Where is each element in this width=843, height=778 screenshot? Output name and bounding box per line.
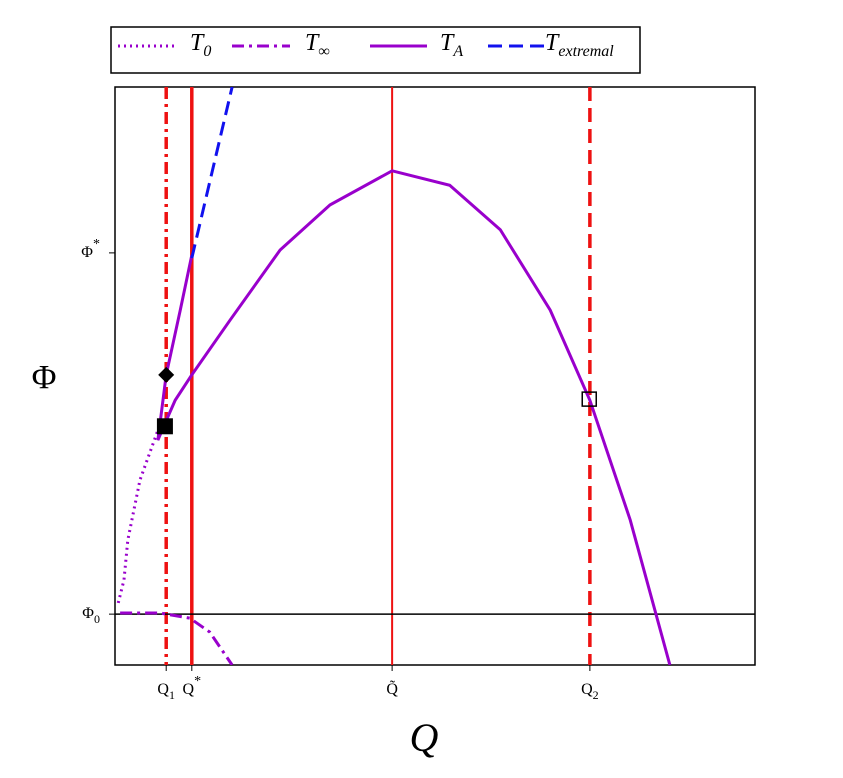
legend-label: TA <box>440 30 463 60</box>
legend-label: T∞ <box>305 30 330 60</box>
marker <box>581 391 597 407</box>
series-line <box>156 169 672 665</box>
x-tick-label: Q* <box>183 674 202 697</box>
y-axis-label: Φ <box>32 359 57 396</box>
marker <box>156 418 173 435</box>
y-tick-label: Φ* <box>81 237 100 260</box>
series-line <box>116 431 159 604</box>
x-axis-label: Q <box>410 715 439 760</box>
x-tick-label: Q1 <box>157 681 175 702</box>
series-line <box>120 611 234 665</box>
x-tick-label: Q̃ <box>386 679 398 697</box>
plot-frame <box>114 86 756 666</box>
x-tick-label: Q2 <box>581 681 599 702</box>
series-line <box>190 87 234 259</box>
legend-label: Textremal <box>545 30 614 60</box>
legend-box <box>110 26 641 74</box>
legend-label: T0 <box>190 30 211 60</box>
y-tick-label: Φ0 <box>82 605 100 626</box>
marker <box>158 366 175 383</box>
